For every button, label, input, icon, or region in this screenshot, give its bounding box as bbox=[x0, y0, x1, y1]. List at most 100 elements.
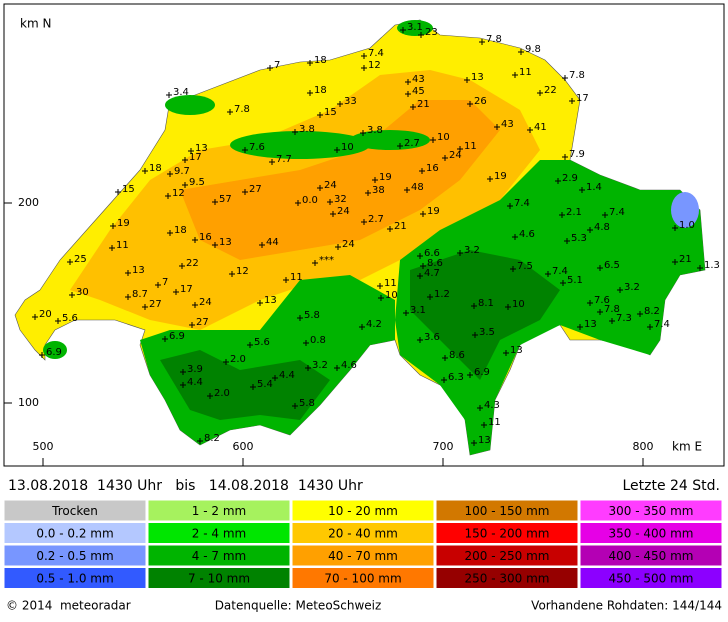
station-value: 4.4 bbox=[187, 377, 203, 388]
legend-swatch bbox=[579, 567, 723, 589]
station-marker bbox=[162, 336, 168, 342]
legend-swatch bbox=[435, 522, 579, 544]
station-marker bbox=[418, 32, 424, 38]
legend-swatch bbox=[579, 499, 723, 522]
station-value: 2.7 bbox=[368, 214, 384, 225]
legend-swatch bbox=[579, 522, 723, 544]
station-marker bbox=[227, 109, 233, 115]
station-marker bbox=[512, 72, 518, 78]
station-marker bbox=[562, 75, 568, 81]
station-value: 16 bbox=[426, 163, 439, 174]
station-marker bbox=[55, 318, 61, 324]
x-tick-label: 700 bbox=[433, 440, 454, 453]
station-marker bbox=[467, 372, 473, 378]
x-tick-label: 600 bbox=[233, 440, 254, 453]
station-marker bbox=[197, 438, 203, 444]
station-marker bbox=[207, 393, 213, 399]
station-marker bbox=[166, 92, 172, 98]
station-value: 4.8 bbox=[594, 222, 610, 233]
station-marker bbox=[471, 440, 477, 446]
station-marker bbox=[229, 271, 235, 277]
station-marker bbox=[317, 185, 323, 191]
station-marker bbox=[577, 324, 583, 330]
station-marker bbox=[587, 227, 593, 233]
station-value: 4.4 bbox=[279, 370, 295, 381]
station-value: 19 bbox=[117, 218, 130, 229]
station-value: 3.5 bbox=[479, 327, 495, 338]
station-marker bbox=[180, 369, 186, 375]
station-value: 8.6 bbox=[427, 258, 443, 269]
legend-label: 350 - 400 mm bbox=[609, 526, 694, 540]
station-marker bbox=[292, 403, 298, 409]
rain-area bbox=[397, 20, 433, 36]
station-marker bbox=[257, 300, 263, 306]
rain-area bbox=[230, 131, 370, 159]
station-marker bbox=[647, 324, 653, 330]
station-value: 12 bbox=[172, 188, 185, 199]
station-marker bbox=[457, 146, 463, 152]
station-marker bbox=[110, 223, 116, 229]
station-value: 7.8 bbox=[604, 304, 620, 315]
station-value: 8.1 bbox=[478, 298, 494, 309]
x-tick-label: 500 bbox=[33, 440, 54, 453]
station-marker bbox=[518, 49, 524, 55]
rain-area bbox=[160, 350, 330, 420]
station-marker bbox=[420, 263, 426, 269]
station-value: 21 bbox=[679, 254, 692, 265]
station-value: 10 bbox=[512, 299, 525, 310]
station-marker bbox=[361, 53, 367, 59]
station-value: 7.8 bbox=[486, 34, 502, 45]
station-marker bbox=[417, 337, 423, 343]
station-value: 3.6 bbox=[424, 332, 440, 343]
legend-label: 100 - 150 mm bbox=[465, 504, 550, 518]
station-value: 19 bbox=[379, 172, 392, 183]
station-value: *** bbox=[319, 255, 334, 266]
station-marker bbox=[334, 147, 340, 153]
legend-label: 0.5 - 1.0 mm bbox=[36, 571, 113, 585]
station-value: 48 bbox=[411, 182, 424, 193]
station-marker bbox=[312, 260, 318, 266]
station-value: 13 bbox=[510, 345, 523, 356]
station-marker bbox=[672, 259, 678, 265]
station-marker bbox=[305, 365, 311, 371]
station-value: 6.9 bbox=[169, 331, 185, 342]
station-marker bbox=[165, 193, 171, 199]
station-marker bbox=[403, 310, 409, 316]
period: 13.08.2018 1430 Uhr bis 14.08.2018 1430 … bbox=[8, 478, 363, 494]
station-marker bbox=[125, 270, 131, 276]
legend-swatch bbox=[3, 499, 147, 522]
legend-swatch bbox=[147, 544, 291, 567]
station-marker bbox=[365, 190, 371, 196]
station-value: 2.9 bbox=[562, 173, 578, 184]
station-value: 27 bbox=[149, 299, 162, 310]
station-marker bbox=[242, 147, 248, 153]
station-marker bbox=[569, 98, 575, 104]
station-value: 18 bbox=[174, 225, 187, 236]
station-marker bbox=[507, 203, 513, 209]
station-value: 13 bbox=[471, 72, 484, 83]
station-value: 24 bbox=[324, 180, 337, 191]
station-value: 11 bbox=[290, 272, 303, 283]
station-marker bbox=[297, 315, 303, 321]
legend-label: 300 - 350 mm bbox=[609, 504, 694, 518]
station-marker bbox=[267, 65, 273, 71]
station-marker bbox=[410, 104, 416, 110]
station-marker bbox=[259, 242, 265, 248]
station-marker bbox=[397, 143, 403, 149]
rain-area bbox=[165, 95, 215, 115]
station-value: 27 bbox=[196, 317, 209, 328]
station-marker bbox=[109, 245, 115, 251]
station-marker bbox=[32, 314, 38, 320]
station-value: 19 bbox=[427, 206, 440, 217]
legend-swatch bbox=[3, 567, 147, 589]
legend-label: 0.2 - 0.5 mm bbox=[36, 549, 113, 563]
station-value: 5.1 bbox=[567, 275, 583, 286]
station-marker bbox=[419, 168, 425, 174]
station-value: 44 bbox=[266, 237, 279, 248]
legend-label: 40 - 70 mm bbox=[328, 549, 398, 563]
station-value: 3.2 bbox=[464, 245, 480, 256]
station-marker bbox=[155, 282, 161, 288]
station-value: 7.4 bbox=[609, 207, 625, 218]
station-marker bbox=[417, 253, 423, 259]
